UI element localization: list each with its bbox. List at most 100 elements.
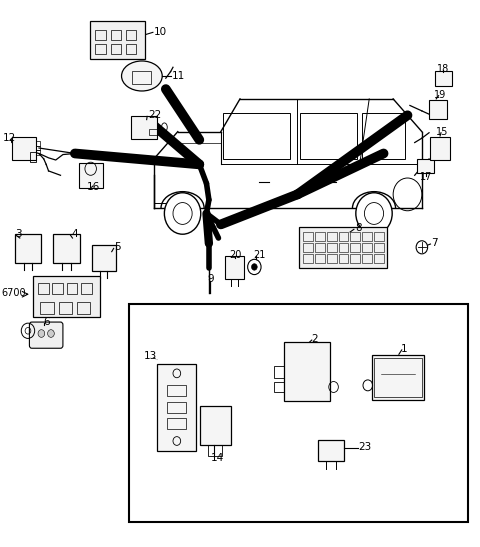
Text: 10: 10 [154,27,167,37]
Bar [149,129,157,136]
Bar [67,283,77,294]
Bar [40,302,54,314]
Bar [126,30,136,40]
Bar [53,234,80,263]
Bar [208,445,222,456]
Bar [350,243,360,252]
Bar [372,355,424,399]
Circle shape [356,193,392,234]
Bar [362,243,372,252]
Bar [36,146,40,150]
Bar [327,232,336,241]
Ellipse shape [121,61,162,91]
Circle shape [252,264,257,270]
Text: 16: 16 [87,182,100,193]
Bar [110,44,121,54]
Text: 12: 12 [3,133,16,143]
Bar [110,30,121,40]
Text: 22: 22 [148,110,161,120]
Bar [15,234,41,263]
Bar [417,159,434,173]
Bar [95,44,106,54]
Text: 18: 18 [437,64,449,74]
Bar [284,342,330,401]
Text: 11: 11 [172,71,185,81]
Circle shape [164,193,201,234]
Text: 3: 3 [15,229,22,239]
Bar [132,71,152,84]
Bar [339,232,348,241]
Bar [131,117,157,139]
Bar [126,44,136,54]
Bar [129,304,468,522]
Bar [303,232,313,241]
Bar [77,302,90,314]
Text: 5: 5 [115,242,121,252]
Text: 23: 23 [359,442,372,452]
Bar [274,366,284,379]
Bar [30,153,36,162]
Bar [362,113,405,159]
Bar [350,254,360,264]
Bar [300,113,357,159]
Bar [38,283,48,294]
Bar [374,254,384,264]
Bar [303,243,313,252]
Bar [362,232,372,241]
Text: 1: 1 [400,344,407,354]
Bar [274,381,284,392]
Text: 9: 9 [207,274,214,284]
Text: 15: 15 [436,127,449,137]
Bar [90,21,145,59]
Text: 2: 2 [311,334,317,344]
Text: 8: 8 [355,223,361,233]
Bar [12,137,36,160]
Bar [339,254,348,264]
Bar [52,283,63,294]
Bar [315,254,325,264]
Circle shape [48,330,54,337]
Bar [36,142,40,146]
Bar [327,243,336,252]
Bar [315,243,325,252]
FancyBboxPatch shape [29,322,63,348]
Text: 4: 4 [72,229,78,239]
Bar [429,100,447,119]
Bar [374,232,384,241]
Text: 13: 13 [144,351,156,362]
Text: 21: 21 [253,250,266,260]
Bar [435,71,452,86]
Bar [167,418,186,429]
Bar [339,243,348,252]
Bar [303,254,313,264]
Bar [92,245,116,271]
Bar [430,137,450,160]
Text: 6: 6 [43,317,49,327]
Bar [327,254,336,264]
Text: 6700: 6700 [1,288,26,298]
Bar [225,256,244,279]
Bar [223,113,290,159]
Text: 7: 7 [432,238,438,248]
Bar [299,227,387,268]
Bar [36,150,40,155]
Bar [315,232,325,241]
Text: 19: 19 [434,90,446,100]
Bar [350,232,360,241]
Text: 17: 17 [420,172,432,183]
Bar [167,401,186,412]
Bar [157,364,196,451]
Bar [167,385,186,396]
Bar [318,440,344,461]
Bar [79,164,103,188]
Bar [59,302,72,314]
Bar [95,30,106,40]
Bar [33,276,100,317]
Bar [374,243,384,252]
Text: 20: 20 [229,250,242,260]
Bar [200,405,231,445]
Bar [81,283,92,294]
Bar [362,254,372,264]
Bar [374,358,422,397]
Text: 14: 14 [210,453,224,463]
